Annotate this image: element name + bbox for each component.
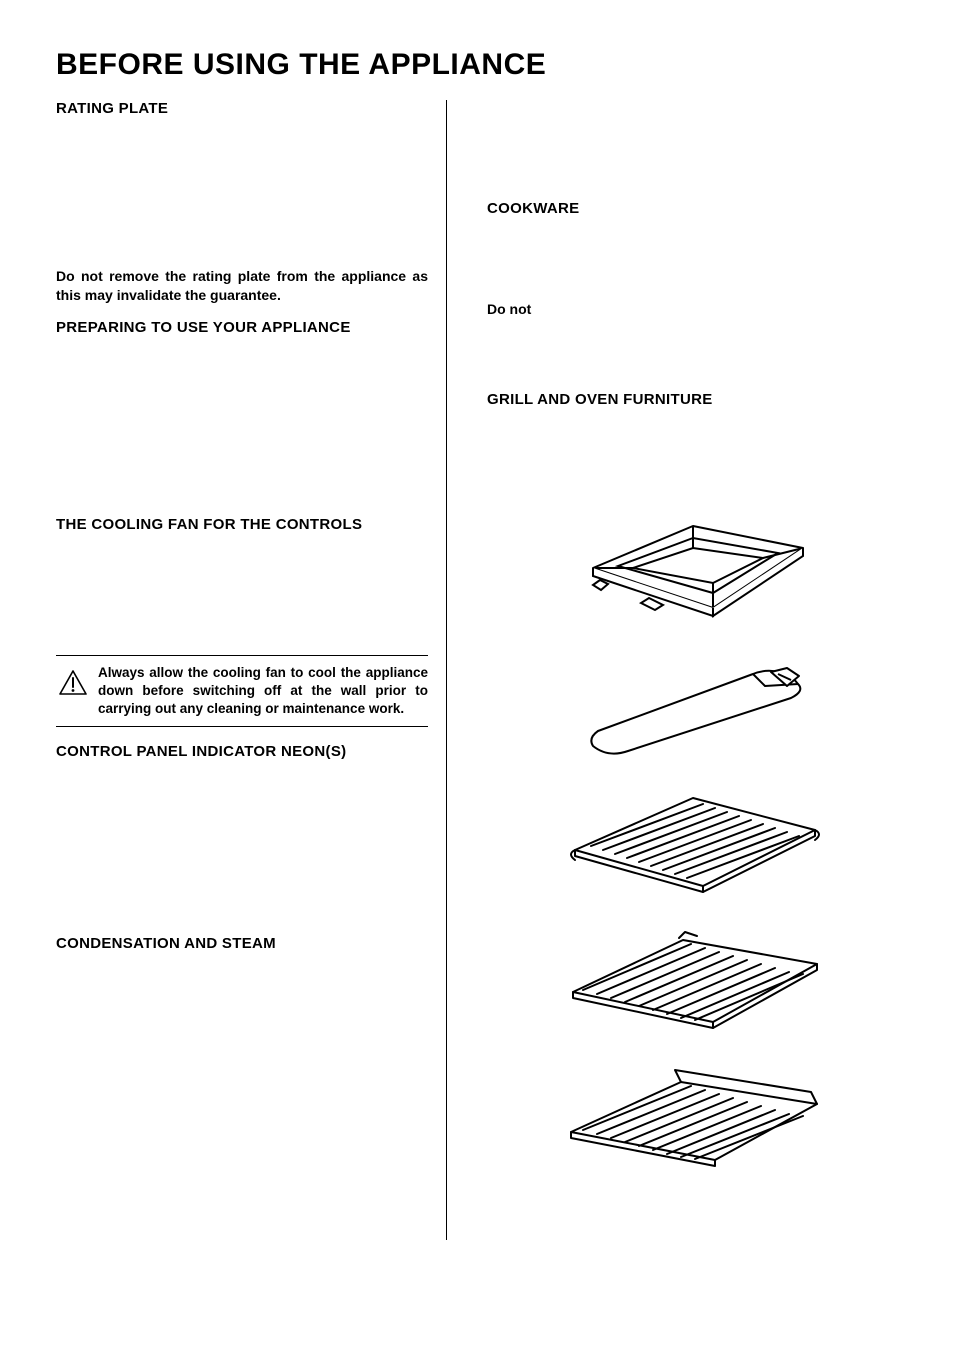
warning-icon (56, 664, 90, 696)
furniture-figures (487, 508, 898, 1170)
figure-anti-tilt-shelf (553, 1060, 833, 1170)
left-column: RATING PLATE Do not remove the rating pl… (56, 100, 446, 1240)
condensation-heading: CONDENSATION AND STEAM (56, 935, 428, 952)
figure-grill-trivet (553, 784, 833, 894)
cookware-heading: COOKWARE (487, 200, 898, 217)
figure-grill-pan (553, 508, 833, 628)
cooling-fan-notice: Always allow the cooling fan to cool the… (56, 655, 428, 728)
cooling-fan-notice-text: Always allow the cooling fan to cool the… (90, 664, 428, 719)
rating-plate-heading: RATING PLATE (56, 100, 428, 117)
cookware-donot: Do not (487, 301, 898, 317)
neon-heading: CONTROL PANEL INDICATOR NEON(S) (56, 743, 428, 760)
right-column: COOKWARE Do not GRILL AND OVEN FURNITURE (446, 100, 898, 1240)
furniture-heading: GRILL AND OVEN FURNITURE (487, 391, 898, 408)
figure-grill-handle (553, 656, 833, 756)
page-title: BEFORE USING THE APPLIANCE (56, 48, 898, 82)
cooling-fan-heading: THE COOLING FAN FOR THE CONTROLS (56, 516, 428, 533)
manual-page: BEFORE USING THE APPLIANCE RATING PLATE … (0, 0, 954, 1351)
rating-plate-warning: Do not remove the rating plate from the … (56, 267, 428, 305)
two-column-layout: RATING PLATE Do not remove the rating pl… (56, 100, 898, 1240)
preparing-heading: PREPARING TO USE YOUR APPLIANCE (56, 319, 428, 336)
figure-straight-shelf (553, 922, 833, 1032)
